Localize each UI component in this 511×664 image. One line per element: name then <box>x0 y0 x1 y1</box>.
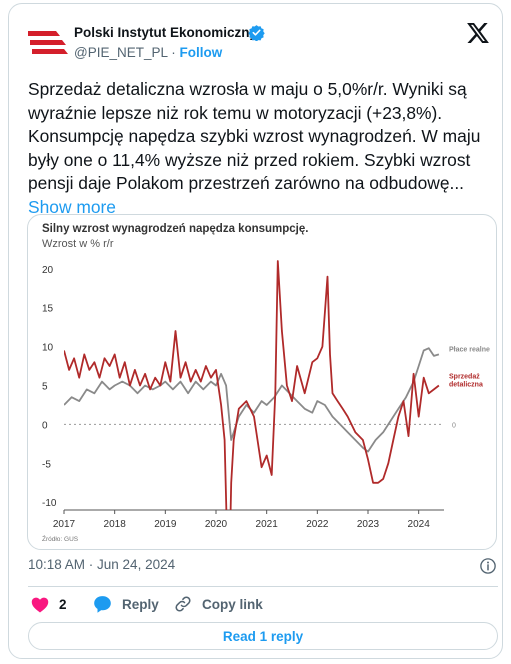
x-tick-label: 2020 <box>205 519 228 530</box>
chart-source: Źródło: GUS <box>42 534 79 543</box>
copy-link-button[interactable]: Copy link <box>174 594 263 614</box>
chart-title: Silny wzrost wynagrodzeń napędza konsump… <box>42 223 308 235</box>
y-tick-label: 15 <box>42 304 54 315</box>
chart-subtitle: Wzrost w % r/r <box>42 238 114 250</box>
x-logo-icon[interactable] <box>467 23 489 43</box>
y-tick-label: -5 <box>42 459 51 470</box>
y-tick-label: 5 <box>42 382 48 393</box>
info-icon[interactable] <box>479 557 497 575</box>
x-tick-label: 2018 <box>104 519 127 530</box>
copy-link-label: Copy link <box>202 596 263 612</box>
like-button[interactable]: 2 <box>31 594 67 614</box>
reply-label: Reply <box>122 596 159 612</box>
link-icon <box>175 596 191 612</box>
right-zero-label: 0 <box>452 422 456 429</box>
verified-badge-icon <box>248 25 265 41</box>
heart-icon <box>31 597 49 612</box>
y-tick-label: -10 <box>42 498 57 509</box>
reply-bubble-icon <box>94 596 111 613</box>
series-line-place-realne <box>64 347 440 453</box>
account-name[interactable]: Polski Instytut Ekonomiczny <box>74 25 258 40</box>
x-tick-label: 2023 <box>357 519 380 530</box>
series-label-sprzedaz-detaliczna: Sprzedaż detaliczna <box>449 374 483 389</box>
y-tick-label: 10 <box>42 343 54 354</box>
x-tick-label: 2019 <box>154 519 177 530</box>
tweet-body: Sprzedaż detaliczna wzrosła w maju o 5,0… <box>28 79 481 194</box>
like-count: 2 <box>59 596 67 612</box>
timestamp[interactable]: 10:18 AM · Jun 24, 2024 <box>28 557 176 572</box>
pie-logo-icon[interactable] <box>28 28 68 58</box>
reply-button[interactable]: Reply <box>93 594 159 614</box>
y-tick-label: 20 <box>42 265 54 276</box>
handle-row: @PIE_NET_PL · Follow <box>74 45 222 60</box>
chart: Silny wzrost wynagrodzeń napędza konsump… <box>42 223 490 543</box>
read-replies-button[interactable]: Read 1 reply <box>28 622 498 650</box>
x-tick-label: 2022 <box>306 519 329 530</box>
series-line-sprzedaz-detaliczna <box>64 260 440 510</box>
show-more-link[interactable]: Show more <box>28 196 116 217</box>
tweet-text: Sprzedaż detaliczna wzrosła w maju o 5,0… <box>28 78 498 220</box>
series-label-place-realne: Płace realne <box>449 346 490 353</box>
follow-button[interactable]: Follow <box>179 45 223 60</box>
x-tick-label: 2017 <box>53 519 76 530</box>
account-handle[interactable]: @PIE_NET_PL <box>74 45 168 60</box>
separator-dot: · <box>171 45 176 60</box>
tweet-card: Polski Instytut Ekonomiczny @PIE_NET_PL … <box>8 3 503 659</box>
x-tick-label: 2021 <box>256 519 279 530</box>
chart-image[interactable]: Silny wzrost wynagrodzeń napędza konsump… <box>27 214 497 550</box>
y-tick-label: 0 <box>42 420 48 431</box>
divider <box>28 586 498 587</box>
x-tick-label: 2024 <box>408 519 431 530</box>
